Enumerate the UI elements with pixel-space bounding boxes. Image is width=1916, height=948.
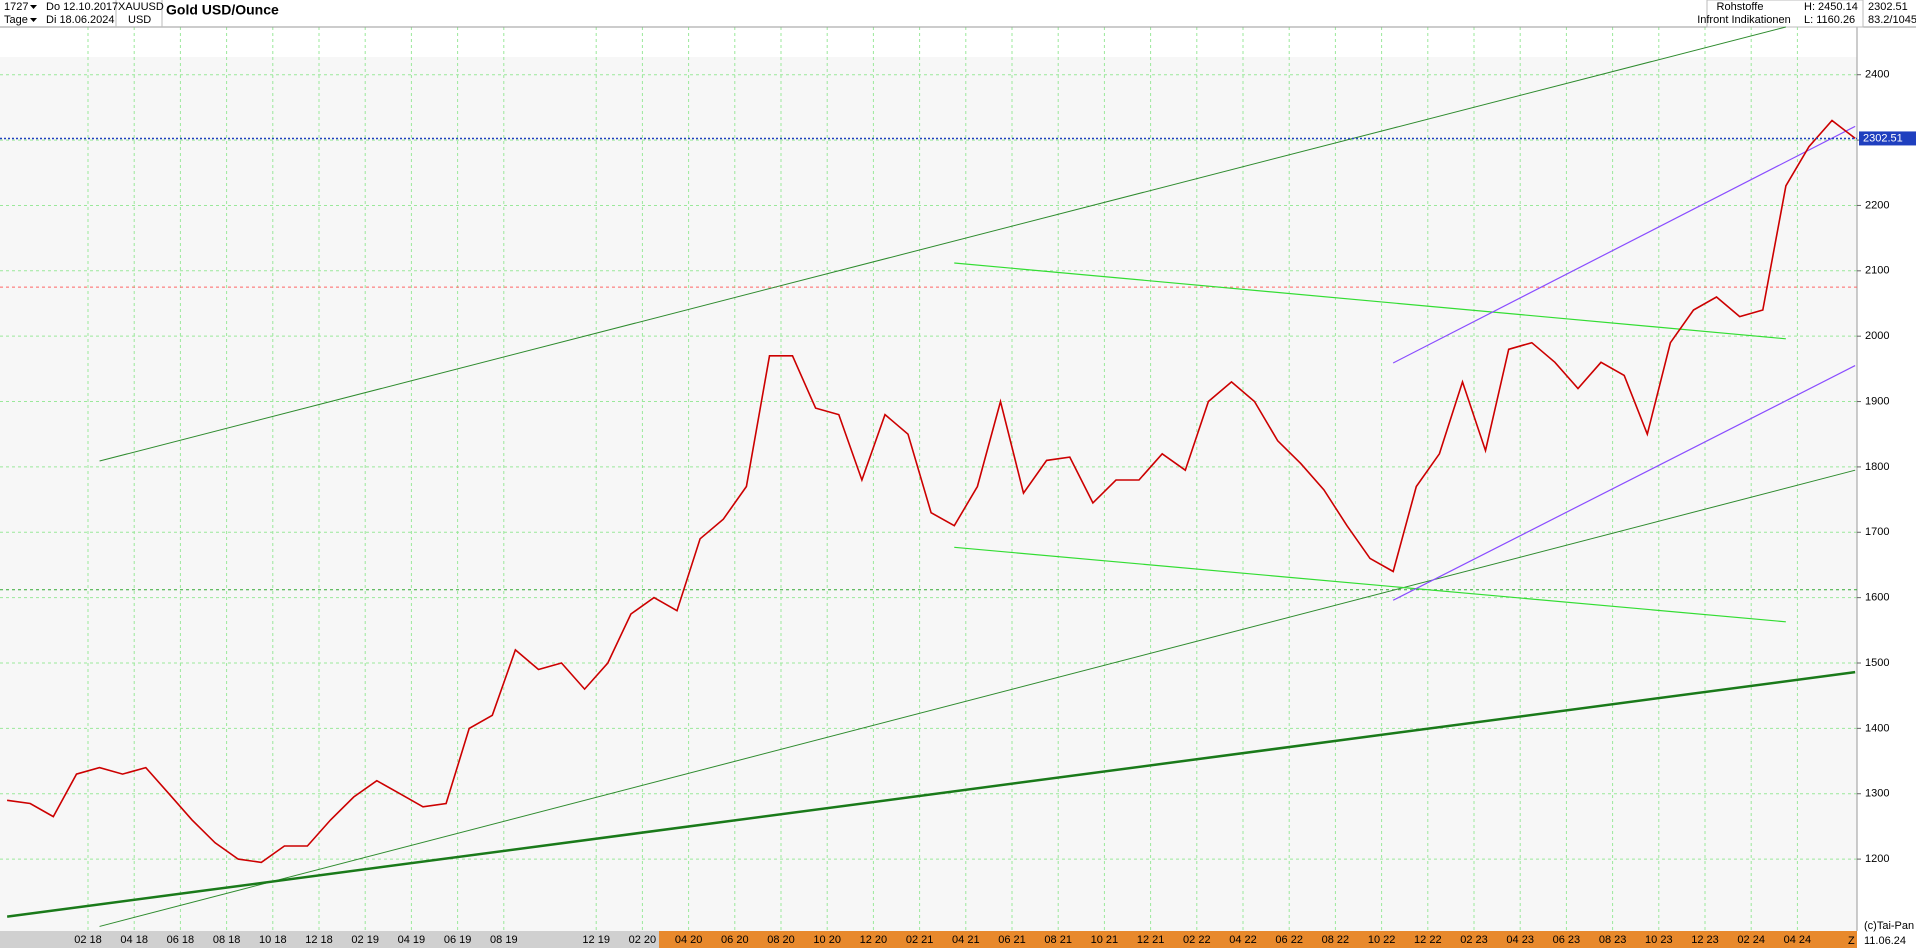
plot-band	[0, 27, 1857, 57]
footer-marker: Z	[1848, 935, 1855, 947]
x-tick-label: 08 23	[1599, 934, 1627, 946]
footer-date: 11.06.24	[1864, 935, 1906, 947]
y-tick-label: 1300	[1865, 788, 1889, 800]
header-currency: USD	[128, 14, 151, 26]
chart-title: Gold USD/Ounce	[166, 2, 279, 18]
x-tick-label: 04 18	[120, 934, 148, 946]
trendline	[954, 546, 1786, 623]
x-tick-label: 02 24	[1737, 934, 1765, 946]
x-tick-label: 10 22	[1368, 934, 1396, 946]
x-tick-label: 06 19	[444, 934, 472, 946]
x-tick-label: 08 21	[1044, 934, 1072, 946]
price-line	[6, 119, 1856, 864]
footer-copyright: (c)Tai-Pan	[1864, 920, 1914, 932]
x-tick-label: 10 18	[259, 934, 287, 946]
x-tick-label: 08 20	[767, 934, 795, 946]
x-tick-label: 02 20	[629, 934, 657, 946]
x-tick-label: 08 22	[1322, 934, 1350, 946]
header-symbol: XAUUSD	[118, 1, 164, 13]
x-tick-label: 08 19	[490, 934, 518, 946]
trendline	[6, 670, 1856, 918]
x-tick-label: 12 23	[1691, 934, 1719, 946]
trendline	[99, 26, 1786, 462]
y-tick-label: 1500	[1865, 657, 1889, 669]
x-tick-label: 04 20	[675, 934, 703, 946]
x-tick-label: 04 22	[1229, 934, 1257, 946]
x-tick-label: 06 23	[1553, 934, 1581, 946]
x-tick-label: 12 21	[1137, 934, 1165, 946]
header-group: Rohstoffe	[1717, 1, 1764, 13]
x-axis-band-highlight	[659, 931, 1857, 948]
trendline	[1392, 365, 1856, 601]
x-tick-label: 02 22	[1183, 934, 1211, 946]
trendline	[99, 469, 1856, 927]
y-tick-label: 1900	[1865, 395, 1889, 407]
trendline	[954, 262, 1786, 340]
x-tick-label: 02 21	[906, 934, 934, 946]
y-tick-label: 1800	[1865, 461, 1889, 473]
header-high: H: 2450.14	[1804, 1, 1858, 13]
x-tick-label: 02 23	[1460, 934, 1488, 946]
x-axis-band	[0, 931, 659, 948]
y-tick-label: 1200	[1865, 853, 1889, 865]
x-tick-label: 04 23	[1506, 934, 1534, 946]
y-tick-label: 2000	[1865, 330, 1889, 342]
header-source: Infront Indikationen	[1697, 14, 1791, 26]
y-tick-label: 1400	[1865, 722, 1889, 734]
x-tick-label: 02 19	[351, 934, 379, 946]
x-tick-label: 10 21	[1091, 934, 1119, 946]
x-tick-label: 02 18	[74, 934, 102, 946]
header-stats: 83.2/1045	[1868, 14, 1916, 26]
x-tick-label: 06 22	[1275, 934, 1303, 946]
x-tick-label: 12 22	[1414, 934, 1442, 946]
x-tick-label: 10 23	[1645, 934, 1673, 946]
x-tick-label: 04 24	[1784, 934, 1812, 946]
y-tick-label: 2400	[1865, 69, 1889, 81]
info-box	[1706, 0, 1864, 28]
plot-area	[0, 27, 1857, 931]
last-price-box	[1859, 131, 1916, 146]
y-tick-label: 2200	[1865, 199, 1889, 211]
header-low: L: 1160.26	[1804, 14, 1855, 26]
header-period[interactable]: Tage	[4, 14, 28, 26]
trendline	[1392, 125, 1856, 364]
header-date-to: Di 18.06.2024	[46, 14, 115, 26]
x-tick-label: 06 21	[998, 934, 1026, 946]
y-tick-label: 1700	[1865, 526, 1889, 538]
x-tick-label: 08 18	[213, 934, 241, 946]
y-tick-label: 1600	[1865, 592, 1889, 604]
header-last-price: 2302.51	[1868, 1, 1908, 13]
x-tick-label: 12 20	[860, 934, 888, 946]
y-tick-label: 2100	[1865, 265, 1889, 277]
x-tick-label: 10 20	[813, 934, 841, 946]
header-date-from: Do 12.10.2017	[46, 1, 118, 13]
header-count[interactable]: 1727	[4, 1, 28, 13]
x-tick-label: 12 19	[582, 934, 610, 946]
last-price-label: 2302.51	[1863, 132, 1903, 144]
dropdown-icon[interactable]	[30, 5, 37, 22]
x-tick-label: 04 19	[398, 934, 426, 946]
x-tick-label: 04 21	[952, 934, 980, 946]
x-tick-label: 06 18	[167, 934, 195, 946]
x-tick-label: 06 20	[721, 934, 749, 946]
x-tick-label: 12 18	[305, 934, 333, 946]
